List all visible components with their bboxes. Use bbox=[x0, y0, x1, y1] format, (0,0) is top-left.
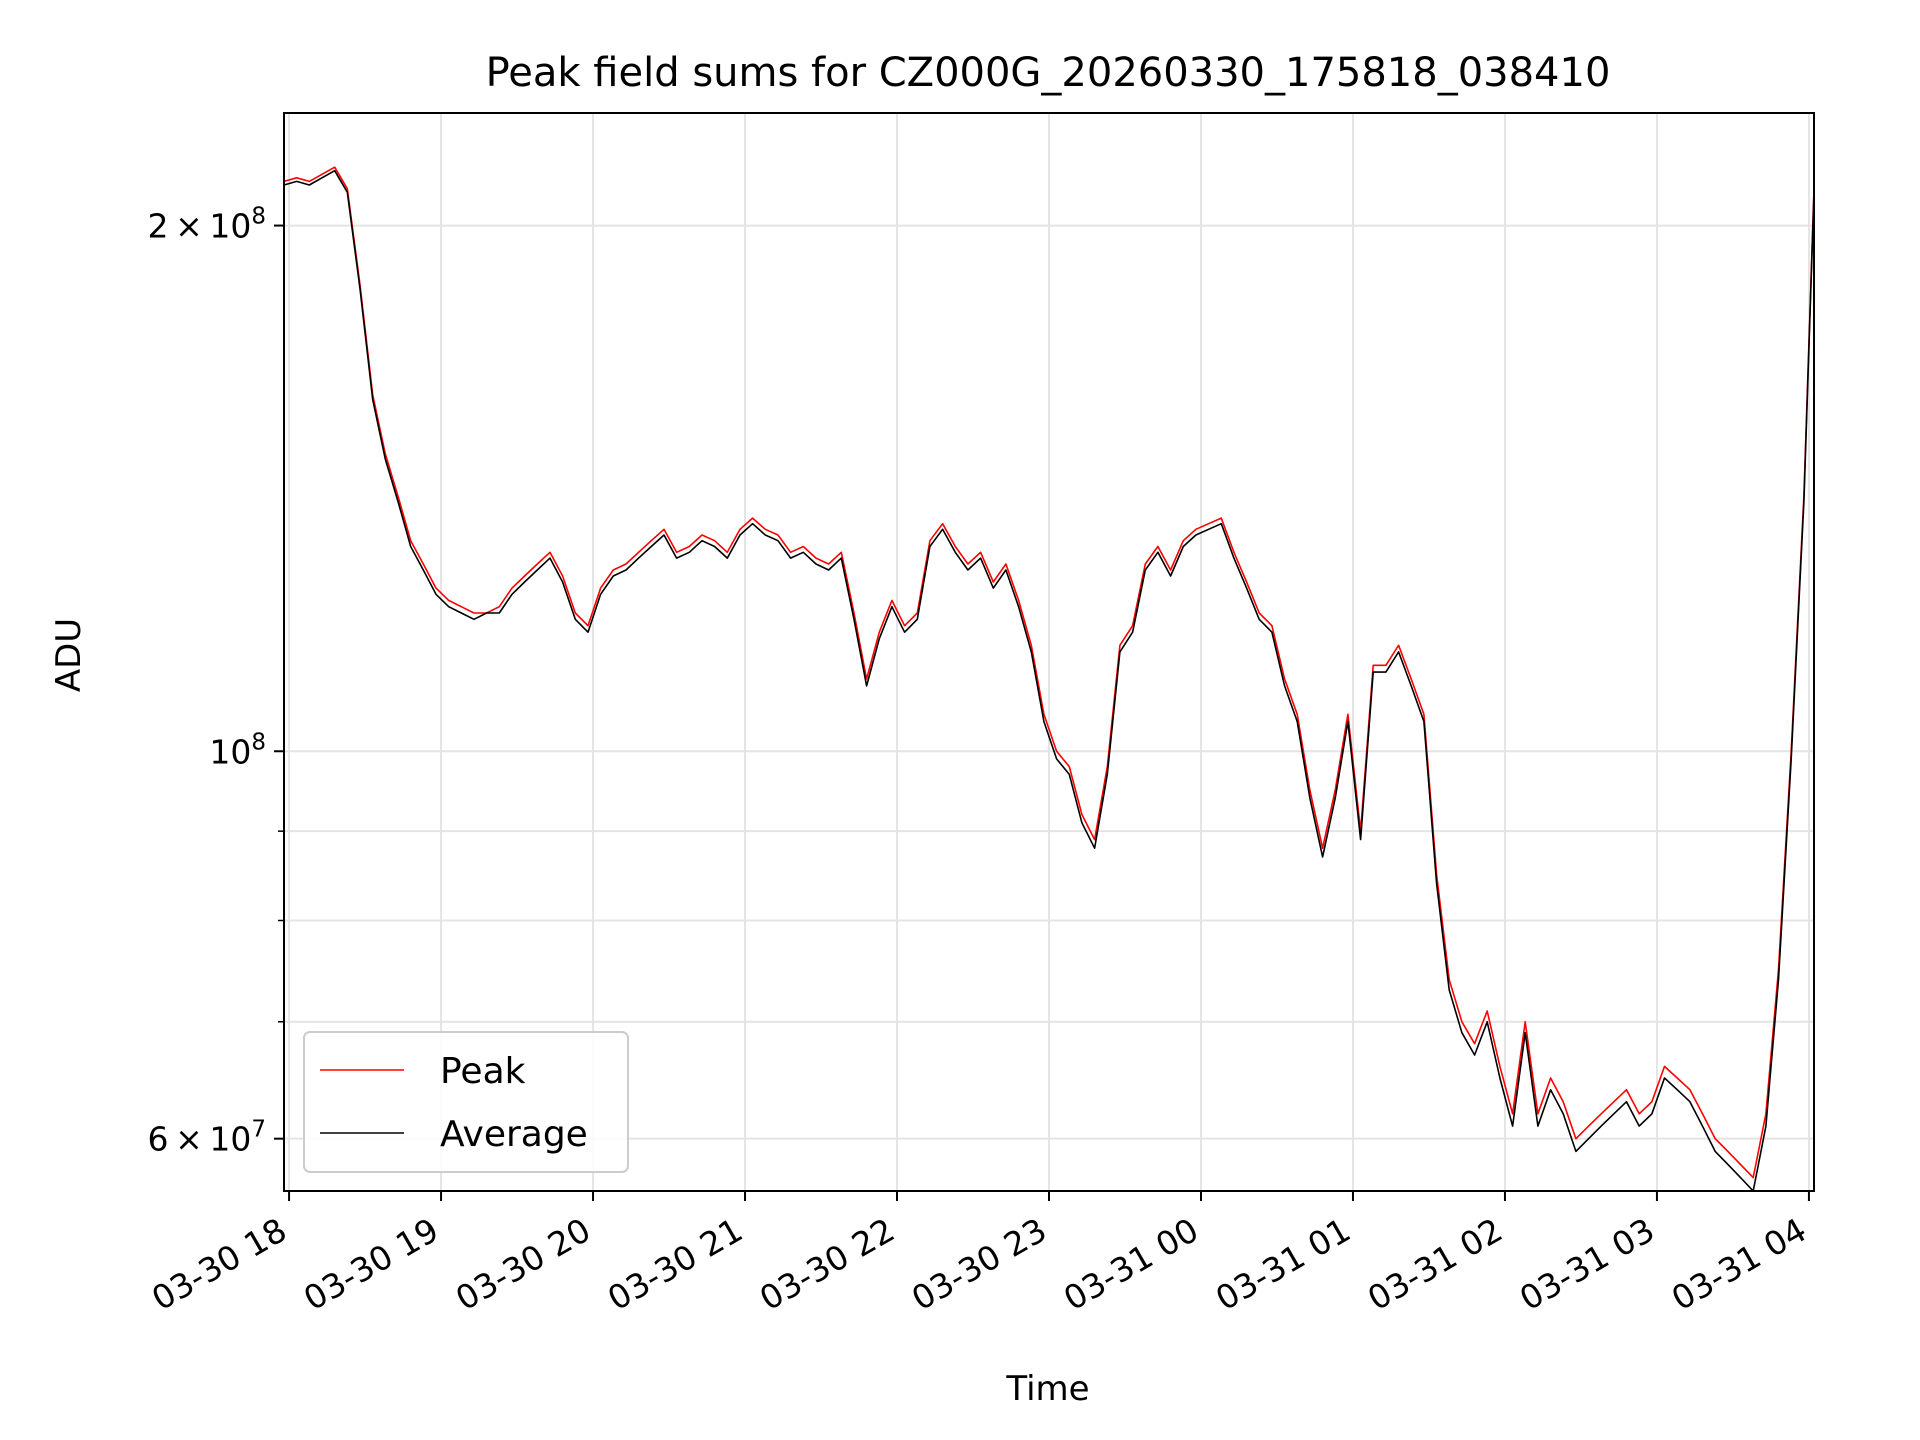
y-tick-label: 6 × 107 bbox=[148, 1117, 266, 1159]
y-tick-mantissa: 2 bbox=[148, 207, 169, 246]
legend-box bbox=[303, 1031, 629, 1173]
series-lines bbox=[283, 166, 1815, 1192]
y-tick-mantissa: 6 bbox=[148, 1120, 169, 1159]
series-line-peak bbox=[283, 166, 1815, 1179]
legend: Peak Average bbox=[303, 1031, 629, 1173]
y-axis-title: ADU bbox=[49, 618, 89, 692]
grid bbox=[284, 113, 1814, 1191]
y-axis-ticks: 6 × 107 108 2 × 108 bbox=[148, 204, 284, 1159]
y-tick-label: 108 bbox=[209, 729, 266, 771]
y-tick-exponent: 8 bbox=[251, 204, 266, 230]
y-tick-exponent: 7 bbox=[251, 1117, 266, 1143]
y-tick-exponent: 8 bbox=[251, 729, 266, 755]
legend-label-average: Average bbox=[440, 1114, 588, 1155]
x-axis-title: Time bbox=[1005, 1369, 1089, 1409]
y-tick-label: 2 × 108 bbox=[148, 204, 266, 246]
chart-title: Peak field sums for CZ000G_20260330_1758… bbox=[486, 50, 1611, 96]
legend-label-peak: Peak bbox=[440, 1051, 526, 1092]
series-line-average bbox=[283, 169, 1815, 1192]
